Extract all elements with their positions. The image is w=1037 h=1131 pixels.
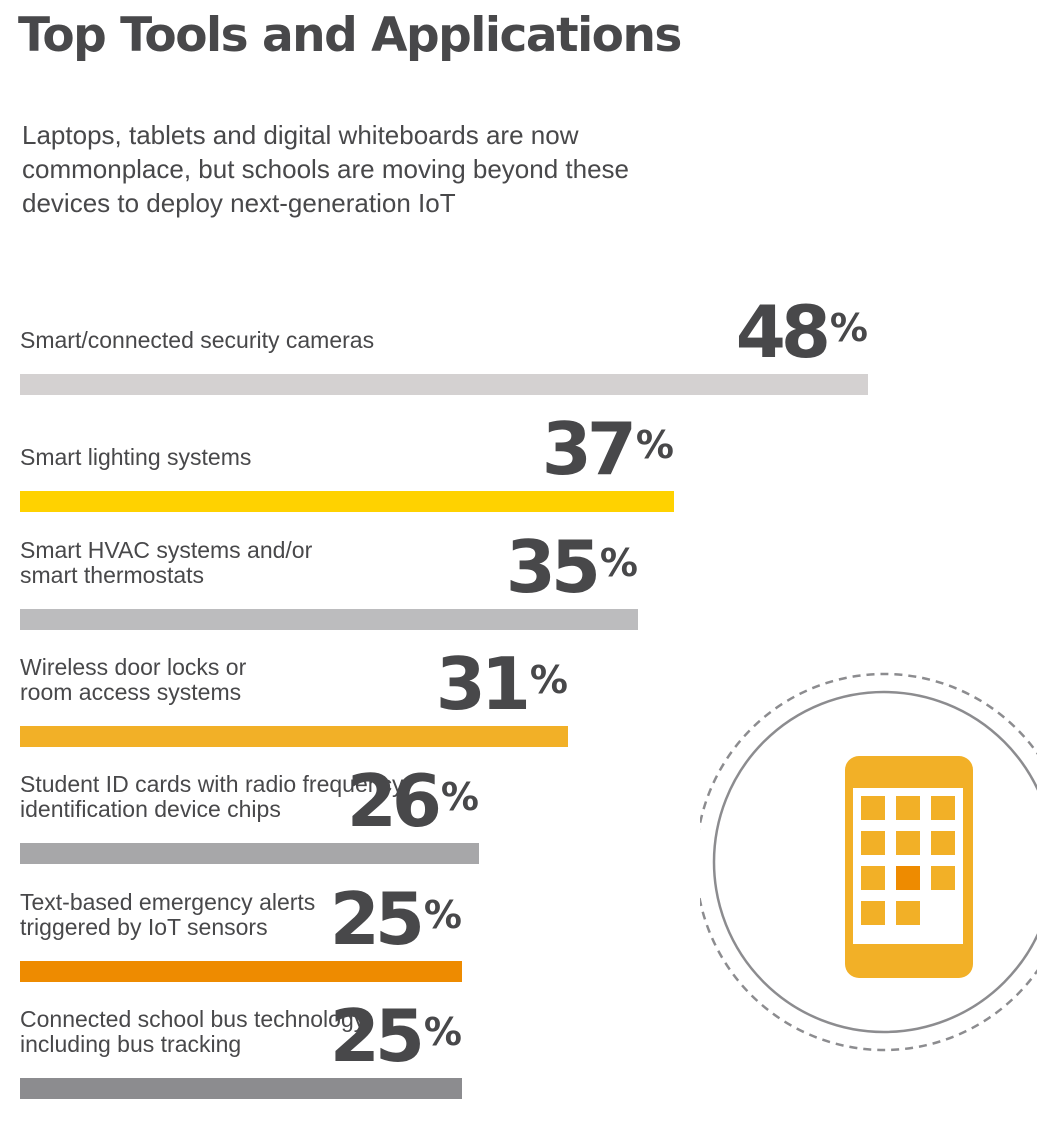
percent-sign: % — [635, 423, 674, 467]
bar-5 — [20, 843, 479, 864]
bar-value-number: 31 — [435, 642, 531, 726]
percent-sign: % — [440, 775, 479, 819]
bar-7 — [20, 1078, 462, 1099]
app-tile-icon — [896, 831, 920, 855]
bar-value-3: 35% — [506, 531, 638, 603]
app-tile-icon — [931, 866, 955, 890]
bar-value-number: 37 — [541, 407, 637, 491]
bar-1 — [20, 374, 868, 395]
percent-sign: % — [423, 1010, 462, 1054]
bar-value-number: 35 — [505, 525, 601, 609]
bar-label-1: Smart/connected security cameras — [20, 327, 375, 353]
inner-solid-circle — [712, 690, 1037, 1034]
percent-sign: % — [829, 306, 868, 350]
app-tile-icon — [931, 796, 955, 820]
bar-value-number: 26 — [346, 759, 442, 843]
app-tile-icon — [861, 831, 885, 855]
bar-6 — [20, 961, 462, 982]
bar-value-5: 26% — [347, 765, 479, 837]
bar-label-6: Text-based emergency alerts triggered by… — [20, 889, 316, 940]
app-tile-icon — [931, 831, 955, 855]
bar-2 — [20, 491, 674, 512]
bar-value-number: 48 — [735, 290, 831, 374]
app-grid — [861, 796, 955, 925]
app-tile-icon — [861, 866, 885, 890]
percent-sign: % — [599, 541, 638, 585]
app-tile-icon — [896, 796, 920, 820]
bar-3 — [20, 609, 638, 630]
bar-4 — [20, 726, 568, 747]
bar-label-4: Wireless door locks or room access syste… — [20, 654, 247, 705]
bar-label-2: Smart lighting systems — [20, 444, 252, 470]
bar-label-5: Student ID cards with radio frequency id… — [20, 771, 404, 822]
page-subtitle: Laptops, tablets and digital whiteboards… — [22, 120, 630, 218]
bar-value-number: 25 — [329, 877, 425, 961]
app-tile-icon — [896, 866, 920, 890]
app-tile-icon — [861, 796, 885, 820]
app-tile-icon — [861, 901, 885, 925]
percent-sign: % — [423, 893, 462, 937]
smartphone-app-grid-icon — [700, 672, 1037, 1052]
page-title: Top Tools and Applications — [18, 8, 682, 63]
bar-value-number: 25 — [329, 994, 425, 1078]
bar-value-4: 31% — [436, 648, 568, 720]
bar-label-7: Connected school bus technology, includi… — [20, 1006, 370, 1057]
bar-value-1: 48% — [736, 296, 868, 368]
outer-dashed-circle — [700, 672, 1037, 1052]
bar-value-2: 37% — [542, 413, 674, 485]
bar-value-7: 25% — [330, 1000, 462, 1072]
app-tile-icon — [896, 901, 920, 925]
percent-sign: % — [529, 658, 568, 702]
bar-value-6: 25% — [330, 883, 462, 955]
bar-label-3: Smart HVAC systems and/or smart thermost… — [20, 537, 313, 588]
